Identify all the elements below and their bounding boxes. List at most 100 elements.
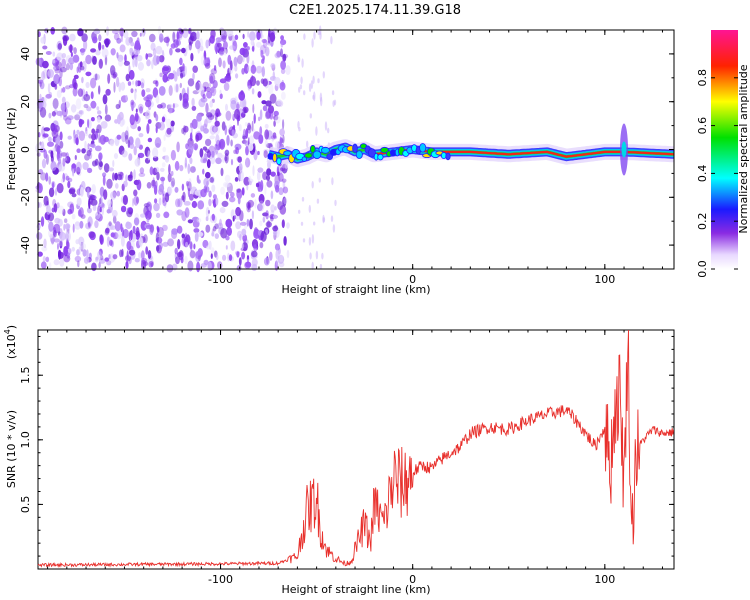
noise-speckle <box>224 149 230 156</box>
noise-speckle <box>134 56 138 68</box>
noise-speckle <box>152 48 157 57</box>
spectrogram-y-axis: -40 -20 0 20 40 <box>19 29 674 270</box>
noise-speckle <box>261 100 267 105</box>
noise-speckle <box>113 153 119 159</box>
snr-panel: -100 0 100 0.5 1.0 1.5 Height of straight li… <box>3 325 675 596</box>
noise-speckle <box>81 33 88 42</box>
noise-speckle <box>282 180 286 190</box>
noise-speckle <box>275 184 280 193</box>
noise-speckle <box>49 233 53 239</box>
noise-speckle <box>158 121 165 131</box>
noise-speckle <box>46 204 51 215</box>
noise-speckle <box>109 139 115 147</box>
noise-speckle <box>59 67 67 73</box>
noise-speckle <box>37 251 43 257</box>
noise-speckle <box>227 54 232 65</box>
noise-speckle <box>86 187 90 198</box>
noise-speckle <box>52 59 56 64</box>
noise-speckle <box>180 72 184 79</box>
noise-speckle <box>126 240 132 251</box>
noise-speckle <box>179 92 183 101</box>
noise-speckle <box>187 78 195 87</box>
noise-speckle <box>59 68 63 79</box>
noise-speckle <box>246 46 250 51</box>
noise-speckle <box>170 120 175 127</box>
noise-speckle <box>274 115 281 124</box>
noise-speckle <box>270 204 276 213</box>
noise-speckle <box>286 249 290 259</box>
noise-speckle <box>128 69 135 80</box>
noise-speckle <box>153 202 160 212</box>
noise-speckle <box>88 133 92 139</box>
noise-speckle <box>132 80 135 85</box>
noise-speckle <box>189 35 195 41</box>
noise-speckle <box>261 38 267 44</box>
noise-speckle <box>80 48 85 56</box>
noise-speckle <box>192 72 195 81</box>
colorbar-tick-label: 0.4 <box>696 165 709 183</box>
noise-speckle <box>112 254 118 260</box>
noise-speckle <box>91 143 96 149</box>
noise-speckle <box>90 117 95 122</box>
noise-speckle <box>167 172 172 183</box>
noise-speckle <box>39 107 47 118</box>
noise-speckle <box>332 224 336 233</box>
noise-speckle <box>105 227 110 234</box>
noise-speckle <box>80 214 86 220</box>
noise-speckle <box>48 91 52 98</box>
noise-speckle <box>163 134 166 141</box>
noise-speckle <box>99 198 102 204</box>
snr-multiplier-exp: 4 <box>3 329 12 334</box>
noise-speckle <box>122 228 129 239</box>
ridge-blob <box>283 150 292 157</box>
noise-speckle <box>126 126 129 137</box>
noise-speckle <box>113 32 120 41</box>
noise-speckle <box>259 126 263 136</box>
noise-speckle <box>106 209 111 214</box>
noise-speckle <box>129 114 135 126</box>
noise-speckle <box>50 27 55 35</box>
noise-speckle <box>135 108 138 113</box>
noise-speckle <box>219 78 227 84</box>
colorbar-tick-label: 0.6 <box>696 117 709 135</box>
y-tick-label: 20 <box>19 95 32 109</box>
y-tick-label: 1.5 <box>19 366 32 384</box>
noise-speckle <box>211 213 215 221</box>
noise-speckle <box>122 194 128 206</box>
noise-speckle <box>242 234 248 243</box>
noise-speckle <box>217 261 223 270</box>
noise-speckle <box>69 33 76 42</box>
noise-speckle <box>245 128 249 139</box>
noise-speckle <box>120 205 127 213</box>
noise-speckle <box>59 231 66 241</box>
ridge-blob <box>367 148 376 158</box>
noise-speckle <box>79 65 85 71</box>
noise-speckle <box>298 209 301 214</box>
noise-speckle <box>56 183 64 194</box>
noise-speckle <box>90 91 94 100</box>
noise-speckle <box>274 206 277 211</box>
noise-speckle <box>49 262 52 269</box>
noise-speckle <box>301 58 304 68</box>
noise-speckle <box>266 180 273 188</box>
colorbar-label: Normalized spectral amplitude <box>737 64 750 233</box>
noise-speckle <box>234 65 238 72</box>
noise-speckle <box>101 44 105 50</box>
noise-speckle <box>42 69 48 79</box>
noise-speckle <box>285 65 291 76</box>
noise-speckle <box>191 97 195 107</box>
noise-speckle <box>108 167 115 172</box>
noise-speckle <box>36 232 43 240</box>
noise-speckle <box>135 80 139 87</box>
noise-speckle <box>265 210 269 220</box>
noise-speckle <box>277 171 280 177</box>
noise-speckle <box>279 128 285 137</box>
noise-speckle <box>189 122 193 128</box>
noise-speckle <box>56 202 60 209</box>
noise-speckle <box>250 64 257 74</box>
noise-speckle <box>86 106 92 112</box>
noise-speckle <box>187 260 194 272</box>
noise-speckle <box>241 251 246 260</box>
ridge-blob <box>419 143 427 153</box>
noise-speckle <box>265 100 272 107</box>
